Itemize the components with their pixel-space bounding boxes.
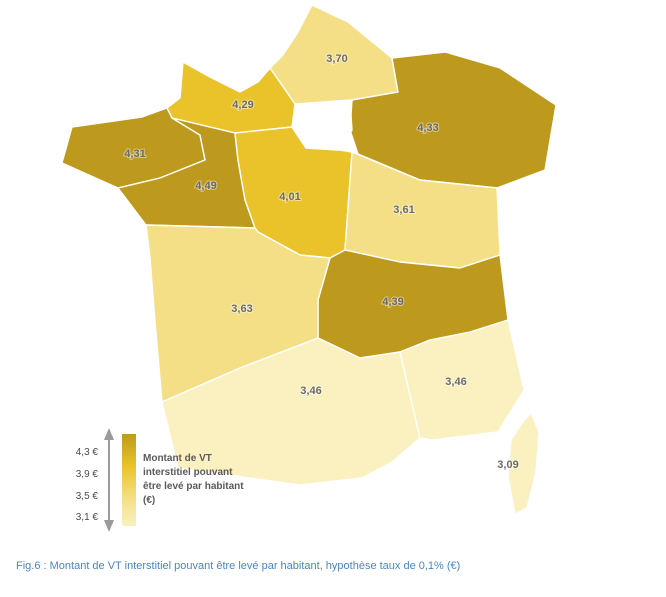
region-ile-de-france: [291, 100, 353, 151]
legend-title-line-1: Montant de VT: [143, 453, 212, 464]
legend-title-line-2: interstitiel pouvant: [143, 467, 233, 478]
value-label-aquitaine-limousin-poitou: 3,63: [231, 303, 252, 315]
value-label-grand-est: 4,33: [417, 122, 438, 134]
region-value-labels: 3,70 4,29 4,33 4,31 4,49 4,01 3,61 4,39 …: [123, 52, 519, 472]
value-label-nord-picardie: 3,70: [326, 53, 347, 65]
arrow-up-icon: [104, 428, 114, 440]
legend-tick-4: 3,1 €: [76, 512, 99, 523]
value-label-auvergne-rhone-alpes: 4,39: [382, 296, 403, 308]
value-label-bourgogne-franche-comte: 3,61: [393, 204, 414, 216]
value-label-bretagne: 4,31: [124, 148, 145, 160]
region-nord-picardie: [269, 4, 399, 105]
value-label-normandie: 4,29: [232, 99, 253, 111]
figure-caption: Fig.6 : Montant de VT interstitiel pouva…: [16, 560, 461, 572]
map-legend: 4,3 € 3,9 € 3,5 € 3,1 € Montant de VT in…: [76, 428, 244, 532]
region-occitanie-sud-ouest: [161, 337, 421, 486]
legend-title-line-4: (€): [143, 495, 155, 506]
value-label-corse: 3,09: [497, 459, 518, 471]
arrow-down-icon: [104, 520, 114, 532]
legend-color-bar: [122, 434, 136, 526]
france-choropleth-map: 3,70 4,29 4,33 4,31 4,49 4,01 3,61 4,39 …: [61, 4, 557, 532]
legend-tick-1: 4,3 €: [76, 447, 99, 458]
map-regions: [61, 4, 557, 515]
legend-tick-2: 3,9 €: [76, 469, 99, 480]
value-label-occitanie-sud-ouest: 3,46: [300, 385, 321, 397]
region-provence-alpes-cote-azur: [399, 319, 525, 441]
region-aquitaine-limousin-poitou: [145, 224, 331, 403]
value-label-provence-alpes-cote-azur: 3,46: [445, 376, 466, 388]
value-label-centre: 4,01: [279, 191, 300, 203]
legend-title-line-3: être levé par habitant: [143, 481, 244, 492]
region-corse: [507, 412, 540, 515]
legend-tick-3: 3,5 €: [76, 491, 99, 502]
value-label-pays-de-la-loire: 4,49: [195, 180, 216, 192]
